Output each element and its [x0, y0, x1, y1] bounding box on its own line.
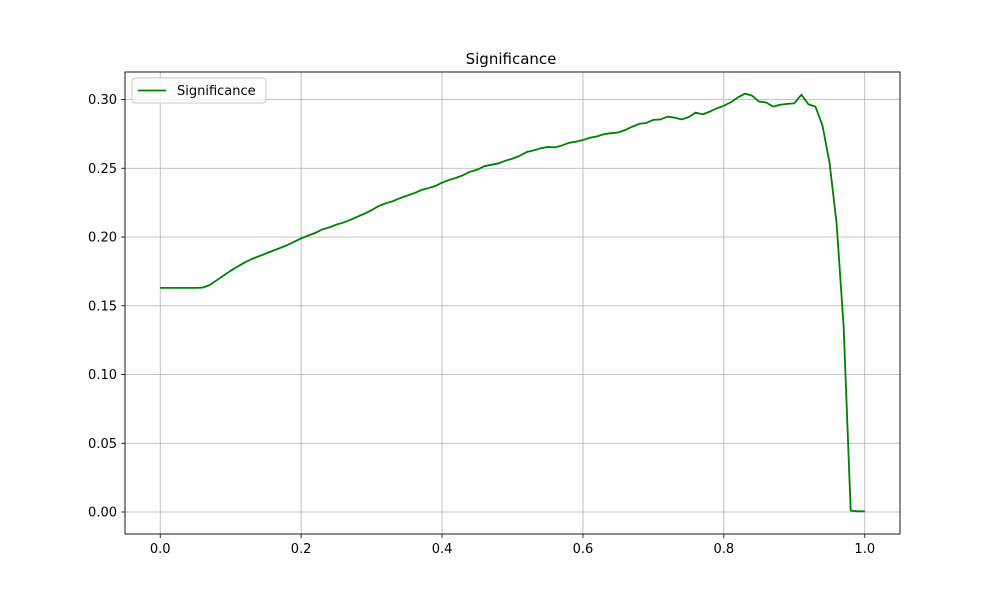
- x-tick-label: 0.6: [573, 542, 594, 557]
- x-tick-label: 0.2: [291, 542, 312, 557]
- x-tick-label: 1.0: [854, 542, 875, 557]
- tick-layer: 0.0 0.2 0.4 0.6 0.8 1.0 0.00 0.05 0.10 0.15 0.20 0.…: [88, 93, 875, 557]
- axes-frame: [124, 71, 901, 535]
- y-tick-label: 0.00: [88, 506, 117, 521]
- y-tick-label: 0.25: [88, 162, 117, 177]
- x-tick-label: 0.4: [432, 542, 453, 557]
- x-tick-label: 0.0: [150, 542, 171, 557]
- y-tick-label: 0.30: [88, 93, 117, 108]
- y-tick-label: 0.05: [88, 437, 117, 452]
- y-tick-label: 0.20: [88, 231, 117, 246]
- frame-layer: [124, 71, 901, 535]
- series-line-significance: [160, 92, 865, 513]
- legend-frame: [131, 77, 267, 104]
- x-tick-label: 0.8: [714, 542, 735, 557]
- series-layer: [160, 92, 865, 513]
- y-tick-label: 0.15: [88, 299, 117, 314]
- legend: Significance: [131, 77, 267, 104]
- legend-label: Significance: [177, 84, 256, 99]
- grid-layer: [125, 72, 900, 534]
- y-tick-label: 0.10: [88, 368, 117, 383]
- chart-title: Significance: [466, 50, 557, 68]
